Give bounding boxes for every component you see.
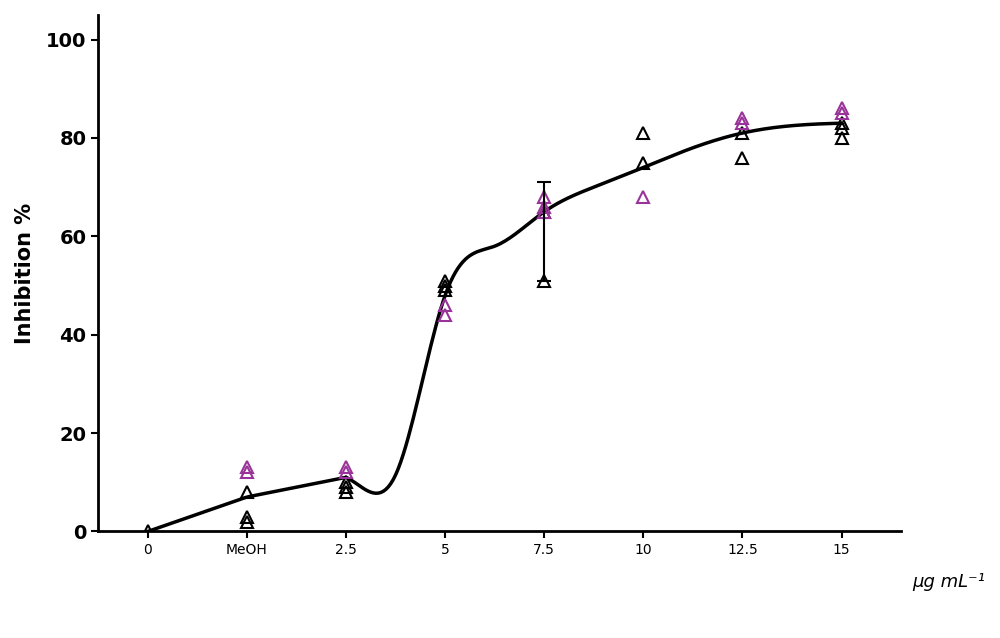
Text: μg mL⁻¹: μg mL⁻¹ bbox=[912, 573, 985, 591]
Y-axis label: Inhibition %: Inhibition % bbox=[15, 203, 35, 344]
